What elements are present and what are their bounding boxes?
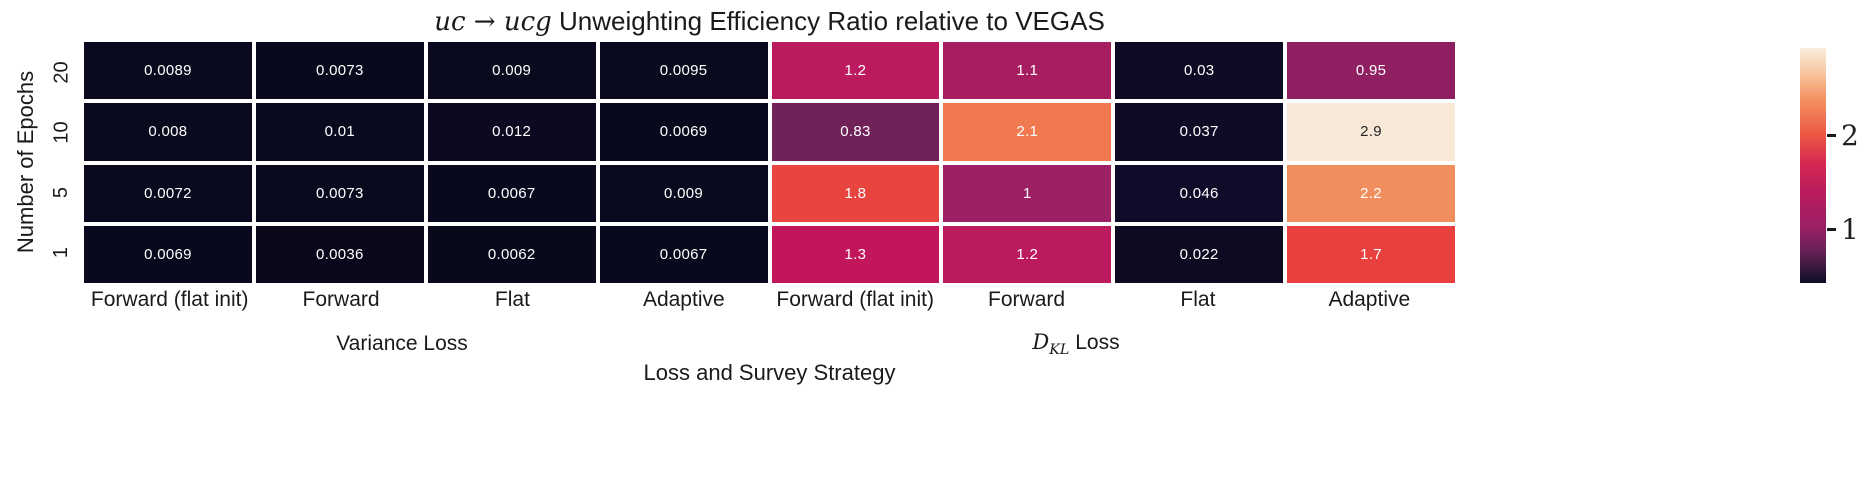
chart-title-math: uc → ucg — [434, 7, 552, 37]
heatmap-cell: 2.1 — [943, 103, 1112, 161]
x-tick-labels: Forward (flat init) Forward Flat Adaptive Fo… — [84, 288, 1455, 312]
heatmap-cell: 0.0095 — [599, 42, 768, 100]
heatmap-cell: 0.03 — [1115, 42, 1284, 100]
heatmap-cell: 0.95 — [1287, 42, 1455, 100]
x-tick-label: Flat — [1180, 288, 1216, 311]
heatmap-cell: 0.0072 — [84, 164, 252, 222]
heatmap-cell: 0.0089 — [84, 42, 252, 100]
x-tick-label: Forward — [988, 288, 1066, 311]
heatmap-cell: 0.0067 — [599, 225, 768, 283]
heatmap-cell: 0.0062 — [427, 225, 596, 283]
x-tick-label: Flat — [494, 288, 530, 311]
dkl-subscript: KL — [1049, 342, 1070, 359]
heatmap-cell: 0.0069 — [84, 225, 252, 283]
x-tick-label: Forward (flat init) — [90, 288, 249, 311]
colorbar-tick-label: 1 — [1841, 212, 1859, 246]
heatmap-cell: 1.1 — [943, 42, 1112, 100]
x-tick-label: Adaptive — [1328, 288, 1411, 311]
heatmap-cell: 1.3 — [771, 225, 940, 283]
column-group-label-dkl-loss: DKL Loss — [1032, 330, 1119, 358]
y-tick-label: 5 — [50, 187, 73, 199]
chart-title: uc → ucg Unweighting Efficiency Ratio re… — [84, 6, 1455, 37]
x-axis-label: Loss and Survey Strategy — [643, 360, 896, 385]
colorbar-tick-mark — [1827, 134, 1836, 138]
heatmap-cell: 0.0067 — [427, 164, 596, 222]
heatmap-cell: 0.046 — [1115, 164, 1284, 222]
y-tick-label: 1 — [50, 247, 73, 259]
heatmap-cell: 1.2 — [943, 225, 1112, 283]
heatmap-cell: 0.009 — [599, 164, 768, 222]
chart-title-text: Unweighting Efficiency Ratio relative to… — [551, 6, 1105, 36]
x-tick-label: Adaptive — [642, 288, 725, 311]
heatmap-cell: 0.008 — [84, 103, 252, 161]
colorbar-tick-label: 2 — [1841, 118, 1859, 152]
heatmap-cell: 0.0073 — [255, 42, 424, 100]
dkl-symbol: D — [1032, 330, 1050, 354]
heatmap-cell: 0.0073 — [255, 164, 424, 222]
heatmap-cell: 0.01 — [255, 103, 424, 161]
x-tick-label: Forward (flat init) — [776, 288, 934, 311]
column-group-label-variance-loss: Variance Loss — [336, 332, 468, 355]
heatmap-cell: 0.009 — [427, 42, 596, 100]
dkl-loss-text: Loss — [1069, 331, 1120, 354]
colorbar — [1800, 48, 1826, 283]
heatmap-grid: 0.0089 0.0073 0.009 0.0095 1.2 1.1 0.03 0.95 0.0… — [84, 42, 1455, 283]
heatmap-cell: 0.037 — [1115, 103, 1284, 161]
heatmap-cell: 1 — [943, 164, 1112, 222]
heatmap-cell: 2.9 — [1287, 103, 1455, 161]
y-tick-labels: 20 10 5 1 — [46, 42, 78, 283]
heatmap-cell: 0.83 — [771, 103, 940, 161]
colorbar-tick-mark — [1827, 228, 1836, 232]
heatmap-cell: 1.8 — [771, 164, 940, 222]
heatmap-cell: 2.2 — [1287, 164, 1455, 222]
heatmap-cell: 1.2 — [771, 42, 940, 100]
heatmap-cell: 0.0069 — [599, 103, 768, 161]
heatmap-cell: 1.7 — [1287, 225, 1455, 283]
y-tick-label: 10 — [50, 121, 73, 144]
y-tick-label: 20 — [50, 61, 73, 84]
x-tick-label: Forward — [302, 288, 380, 311]
heatmap-cell: 0.0036 — [255, 225, 424, 283]
heatmap-cell: 0.012 — [427, 103, 596, 161]
heatmap-cell: 0.022 — [1115, 225, 1284, 283]
y-axis-label: Number of Epochs — [13, 70, 38, 254]
